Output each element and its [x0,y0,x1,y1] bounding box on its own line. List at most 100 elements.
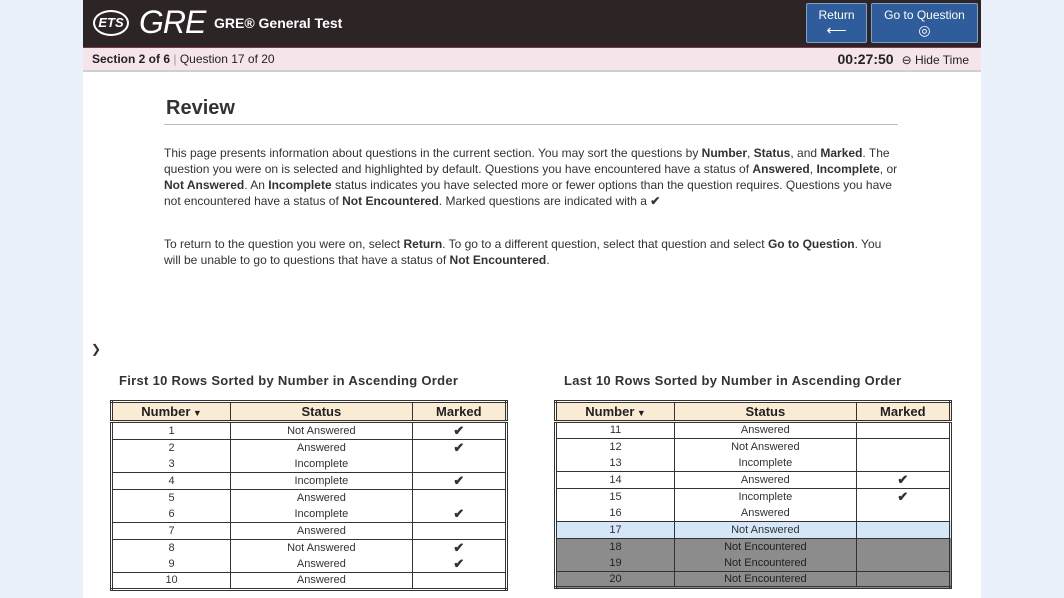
checkmark-icon: ✔ [453,506,465,522]
section-indicator: Section 2 of 6 [92,52,171,66]
column-header-marked[interactable]: Marked [855,401,952,423]
table-row[interactable]: 12 Not Answered [555,437,951,455]
checkmark-icon: ✔ [453,440,465,456]
status-cell: Answered [230,489,413,507]
table-row[interactable]: 9 Answered ✔ [112,556,507,573]
column-header-label: Status [301,404,342,419]
status-bar: Section 2 of 6 | Question 17 of 20 00:27… [83,47,981,72]
page-title: Review [166,97,235,119]
marked-cell: ✔ [411,538,507,557]
go-to-question-button[interactable]: Go to Question ◎ [871,3,978,43]
number-cell: 18 [555,537,675,555]
hide-time-label: Hide Time [914,53,969,67]
emphasis-text: Go to Question [767,237,855,251]
marked-cell: ✔ [411,472,507,490]
emphasis-text: Incomplete [268,178,332,192]
text: , [809,162,817,176]
number-cell: 7 [111,522,231,540]
column-header-marked[interactable]: Marked [411,401,508,423]
text: . You will be unable to go to questions … [164,237,882,267]
marked-cell [411,456,507,473]
table-row[interactable]: 2 Answered ✔ [111,439,507,457]
status-cell: Answered [230,572,413,590]
number-cell: 15 [555,487,675,505]
status-cell: Not Encountered [674,537,857,555]
status-cell: Answered [674,504,857,522]
number-cell: 5 [111,489,231,507]
number-cell: 13 [609,456,622,469]
column-header-status[interactable]: Status [674,401,857,423]
status-cell: Incomplete [674,487,857,505]
status-cell: Incomplete [230,456,413,473]
text: , [747,146,754,160]
table-row[interactable]: 10 Answered [111,572,507,590]
column-header-status[interactable]: Status [230,401,413,423]
table-row[interactable]: 8 Not Answered ✔ [111,538,507,557]
table-caption-first: First 10 Rows Sorted by Number in Ascend… [119,373,459,388]
text: To return to the question you were on, s… [164,237,404,251]
emphasis-text: Incomplete [816,162,880,176]
status-cell: Not Answered [674,437,857,455]
column-header-number[interactable]: Number ▼ [110,401,232,423]
checkmark-icon: ✔ [453,556,465,572]
table-row[interactable]: 17 Not Answered [555,520,951,539]
marked-cell [855,520,951,539]
table-row[interactable]: 15 Incomplete ✔ [555,487,951,505]
table-row[interactable]: 13 Incomplete [556,454,951,472]
table-row[interactable]: 1 Not Answered ✔ [111,421,507,440]
checkmark-icon: ✔ [897,471,909,487]
emphasis-text: ✔ [650,194,661,208]
column-header-number[interactable]: Number ▼ [554,401,676,423]
marked-cell [411,489,507,507]
checkmark-icon: ✔ [453,540,465,556]
marked-cell [411,522,507,540]
sort-desc-icon: ▼ [634,408,646,418]
marked-cell [855,504,951,522]
table-caption-last: Last 10 Rows Sorted by Number in Ascendi… [564,373,902,388]
table-row[interactable]: 14 Answered ✔ [555,470,951,489]
number-cell: 1 [111,421,231,440]
marked-cell: ✔ [855,470,951,489]
text: . To go to a different question, select … [442,237,768,251]
text: This page presents information about que… [164,146,702,160]
checkmark-icon: ✔ [897,488,909,504]
emphasis-text: Answered [752,162,810,176]
table-row[interactable]: 4 Incomplete ✔ [111,472,507,490]
emphasis-text: Marked [820,146,863,160]
status-cell: Incomplete [230,472,413,490]
divider [164,124,898,125]
table-row[interactable]: 3 Incomplete [112,456,507,473]
questions-table-first: Number ▼ Status Marked 1 Not Answered ✔ 2 Answe… [110,400,508,591]
question-indicator: Question 17 of 20 [179,52,275,66]
status-cell: Not Answered [230,538,413,557]
status-cell: Not Encountered [674,554,857,572]
top-bar: ETS GRE GRE® General Test Return ⟵ Go to … [83,0,981,47]
table-row[interactable]: 19 Not Encountered [555,554,951,572]
number-cell: 20 [555,570,675,588]
table-row[interactable]: 7 Answered [111,522,507,540]
status-cell: Not Encountered [674,570,857,588]
review-screen: ETS GRE GRE® General Test Return ⟵ Go to … [83,0,981,598]
marked-cell: ✔ [411,506,507,523]
emphasis-text: Not Encountered [449,253,547,267]
table-row[interactable]: 16 Answered [556,504,951,522]
return-button[interactable]: Return ⟵ [806,3,867,43]
column-header-label: Marked [436,404,482,419]
number-cell: 2 [111,439,231,457]
emphasis-text: Number [701,146,747,160]
arrow-left-icon: ⟵ [826,22,847,38]
table-row[interactable]: 18 Not Encountered [555,537,951,555]
text: . Marked questions are indicated with a [438,194,651,208]
timer: 00:27:50 [837,51,894,67]
number-cell: 3 [168,458,175,471]
status-cell: Not Answered [230,421,413,440]
text: . The question you were on is selected a… [164,146,890,176]
table-row[interactable]: 20 Not Encountered [555,570,951,588]
status-cell: Not Answered [674,520,857,539]
table-row[interactable]: 11 Answered [555,421,951,439]
hide-time-button[interactable]: ⊖ Hide Time [902,53,969,67]
table-row[interactable]: 6 Incomplete ✔ [112,506,507,523]
column-header-label: Number [585,404,635,419]
chevron-right-icon[interactable]: ❯ [91,342,102,356]
table-row[interactable]: 5 Answered [111,489,507,507]
